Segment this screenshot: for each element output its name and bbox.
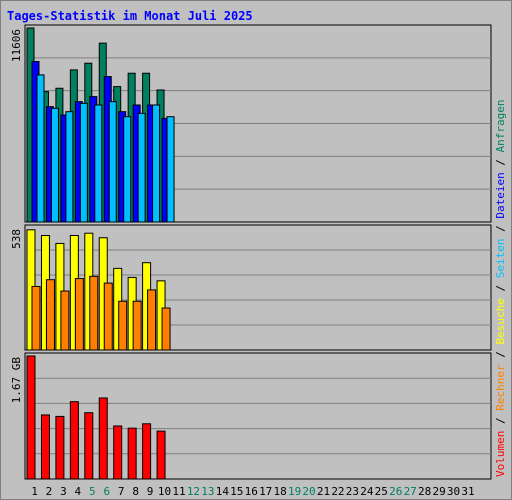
x-tick-label: 14: [216, 485, 230, 498]
bar-seiten-day-8: [137, 112, 146, 223]
x-tick-label: 4: [75, 485, 82, 498]
legend-separator: /: [494, 411, 507, 431]
x-tick-label: 29: [432, 485, 445, 498]
x-tick-label: 3: [60, 485, 67, 498]
legend-separator: /: [494, 278, 507, 298]
x-axis-labels: 1 2 3 4 5 6 7 8 9 10 11 12 13 14 15 16 17 18 19 20 21 22 23 24 2…: [31, 485, 474, 498]
bar-volumen-day-8: [127, 427, 137, 480]
bar-seiten-day-9: [152, 104, 161, 223]
x-tick-label: 11: [172, 485, 185, 498]
x-tick-label: 20: [302, 485, 315, 498]
bar-seiten-day-4: [79, 102, 88, 223]
bar-volumen-day-5: [84, 412, 94, 480]
legend-item-anfragen: Anfragen: [494, 99, 507, 152]
bar-rechner-day-1: [31, 286, 41, 351]
x-tick-label: 9: [147, 485, 154, 498]
legend-separator: /: [494, 219, 507, 239]
y-max-label: 11606: [10, 29, 23, 62]
x-tick-label: 28: [418, 485, 431, 498]
x-tick-label: 15: [230, 485, 243, 498]
x-tick-label: 23: [346, 485, 359, 498]
x-tick-label: 16: [245, 485, 258, 498]
bar-rechner-day-5: [89, 275, 99, 351]
bar-rechner-day-3: [60, 290, 70, 351]
x-tick-label: 2: [46, 485, 53, 498]
bar-rechner-day-4: [74, 278, 84, 351]
bar-rechner-day-8: [132, 300, 142, 351]
bar-seiten-day-2: [50, 107, 59, 223]
bar-seiten-day-5: [94, 104, 103, 223]
x-tick-label: 25: [375, 485, 388, 498]
x-tick-label: 6: [103, 485, 110, 498]
x-tick-label: 17: [259, 485, 272, 498]
bar-volumen-day-2: [40, 414, 50, 480]
x-tick-label: 21: [317, 485, 330, 498]
bar-volumen-day-10: [156, 430, 166, 480]
bar-volumen-day-7: [113, 425, 123, 480]
x-tick-label: 22: [331, 485, 344, 498]
legend-separator: /: [494, 152, 507, 172]
bar-volumen-day-3: [55, 415, 65, 480]
x-tick-label: 8: [132, 485, 139, 498]
bar-volumen-day-6: [98, 397, 108, 480]
panel-border: [24, 224, 492, 351]
bar-seiten-day-6: [108, 101, 117, 223]
bar-rechner-day-7: [118, 300, 128, 351]
x-tick-label: 24: [360, 485, 374, 498]
bar-seiten-day-3: [65, 111, 74, 223]
bar-seiten-day-7: [123, 116, 132, 223]
x-tick-label: 31: [461, 485, 474, 498]
x-tick-label: 1: [31, 485, 38, 498]
bar-volumen-day-9: [142, 423, 152, 480]
x-tick-label: 12: [187, 485, 200, 498]
panel-border: [24, 352, 492, 480]
x-tick-label: 18: [274, 485, 287, 498]
bar-rechner-day-10: [161, 307, 171, 351]
legend-item-volumen: Volumen: [494, 431, 507, 477]
bar-rechner-day-2: [45, 279, 55, 351]
x-tick-label: 7: [118, 485, 125, 498]
panel-mid: 538: [10, 224, 492, 351]
x-tick-label: 19: [288, 485, 301, 498]
x-tick-label: 26: [389, 485, 402, 498]
panel-bottom: 1.67 GB: [10, 352, 492, 480]
bar-volumen-day-1: [26, 355, 36, 480]
bar-rechner-day-6: [103, 282, 113, 351]
chart-title: Tages-Statistik im Monat Juli 2025: [7, 9, 253, 23]
bar-volumen-day-4: [69, 401, 79, 480]
bar-rechner-day-9: [147, 289, 157, 351]
x-tick-label: 27: [404, 485, 417, 498]
legend-item-rechner: Rechner: [494, 364, 507, 411]
legend-item-dateien: Dateien: [494, 172, 507, 218]
x-tick-label: 30: [447, 485, 460, 498]
x-tick-label: 5: [89, 485, 96, 498]
x-tick-label: 13: [201, 485, 214, 498]
legend-item-seiten: Seiten: [494, 239, 507, 279]
panel-top: 11606: [10, 24, 492, 223]
legend-item-besuche: Besuche: [494, 298, 507, 344]
bar-seiten-day-10: [166, 116, 175, 223]
bar-seiten-day-1: [36, 74, 45, 223]
x-tick-label: 10: [158, 485, 171, 498]
chart-panels: 11606 538 1.67 GB: [10, 24, 492, 480]
legend-separator: /: [494, 345, 507, 365]
y-max-label: 1.67 GB: [10, 357, 23, 404]
y-max-label: 538: [10, 229, 23, 249]
legend-text: Volumen / Rechner / Besuche / Seiten / D…: [494, 99, 507, 477]
chart-legend: Volumen / Rechner / Besuche / Seiten / D…: [494, 99, 507, 477]
